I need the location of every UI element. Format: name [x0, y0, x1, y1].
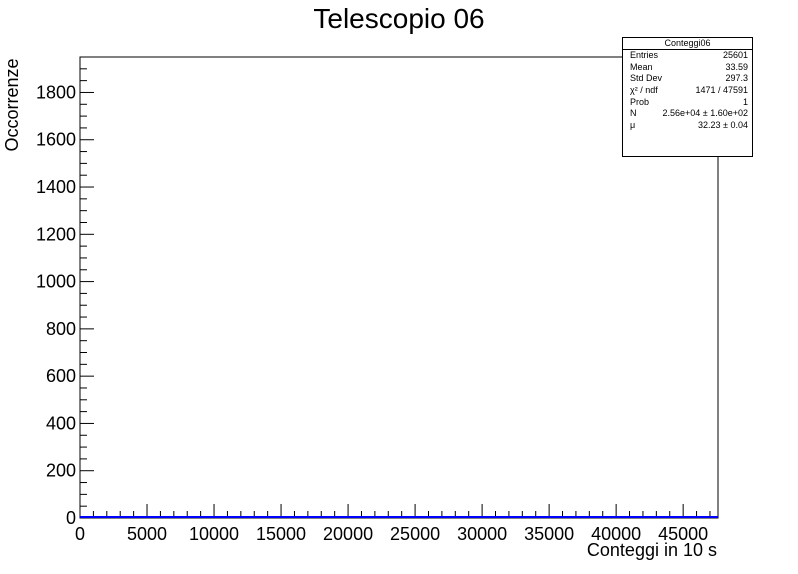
- stats-row-value: 1: [742, 96, 748, 107]
- y-tick-label: 400: [46, 413, 76, 433]
- stats-row-label: Entries: [630, 50, 659, 60]
- x-tick-label: 40000: [591, 524, 641, 544]
- x-axis-label: Conteggi in 10 s: [587, 540, 717, 560]
- stats-row-label: Mean: [630, 61, 653, 72]
- stats-row: Std Dev 297.3: [623, 73, 752, 85]
- stats-box-title: Conteggi06: [623, 38, 752, 50]
- stats-row-value: 25601: [722, 50, 748, 60]
- stats-row-value: 297.3: [725, 73, 748, 84]
- x-tick-label: 15000: [256, 524, 306, 544]
- x-tick-label: 5000: [127, 524, 167, 544]
- y-tick-label: 600: [46, 366, 76, 386]
- stats-row-label: χ² / ndf: [630, 85, 658, 96]
- x-tick-label: 45000: [658, 524, 708, 544]
- y-tick-label: 1800: [36, 82, 76, 102]
- stats-row-label: N: [630, 108, 637, 119]
- x-tick-label: 10000: [189, 524, 239, 544]
- axis-ticks: 0 5000 10000 15000 20000 25000 30000 35000 40000…: [36, 56, 711, 544]
- y-tick-label: 1000: [36, 272, 76, 292]
- stats-row: χ² / ndf 1471 / 47591: [623, 85, 752, 97]
- y-tick-label: 800: [46, 319, 76, 339]
- y-axis-label: Occorrenze: [2, 58, 22, 151]
- chart-title: Telescopio 06: [313, 3, 484, 34]
- x-tick-label: 30000: [457, 524, 507, 544]
- stats-row: N 2.56e+04 ± 1.60e+02: [623, 108, 752, 120]
- stats-box: Conteggi06 Entries 25601 Mean 33.59 Std Dev 2…: [622, 37, 753, 157]
- y-tick-label: 1400: [36, 177, 76, 197]
- stats-row-value: 2.56e+04 ± 1.60e+02: [662, 108, 748, 119]
- stats-rows: Entries 25601 Mean 33.59 Std Dev 297.3 χ² / nd…: [623, 50, 752, 132]
- stats-row: Entries 25601: [623, 50, 752, 62]
- stats-row-value: 32.23 ± 0.04: [698, 120, 748, 131]
- y-tick-label: 200: [46, 461, 76, 481]
- x-tick-label: 35000: [524, 524, 574, 544]
- stats-row-value: 33.59: [725, 61, 748, 72]
- stats-row-label: Std Dev: [630, 73, 663, 84]
- stats-row: Prob 1: [623, 97, 752, 109]
- x-tick-label: 25000: [390, 524, 440, 544]
- y-tick-label: 1200: [36, 224, 76, 244]
- stats-row-label: Prob: [630, 96, 650, 107]
- stats-row-value: 1471 / 47591: [695, 85, 748, 96]
- stats-row-label: μ: [630, 120, 636, 131]
- y-tick-label: 0: [66, 508, 76, 528]
- stats-row: Mean 33.59: [623, 62, 752, 74]
- x-tick-label: 0: [75, 524, 85, 544]
- stats-row: μ 32.23 ± 0.04: [623, 120, 752, 132]
- x-tick-label: 20000: [323, 524, 373, 544]
- y-tick-label: 1600: [36, 130, 76, 150]
